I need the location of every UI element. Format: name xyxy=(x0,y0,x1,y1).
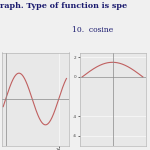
Text: 10.  cosine: 10. cosine xyxy=(72,26,114,33)
Text: raph. Type of function is spe: raph. Type of function is spe xyxy=(0,2,127,9)
